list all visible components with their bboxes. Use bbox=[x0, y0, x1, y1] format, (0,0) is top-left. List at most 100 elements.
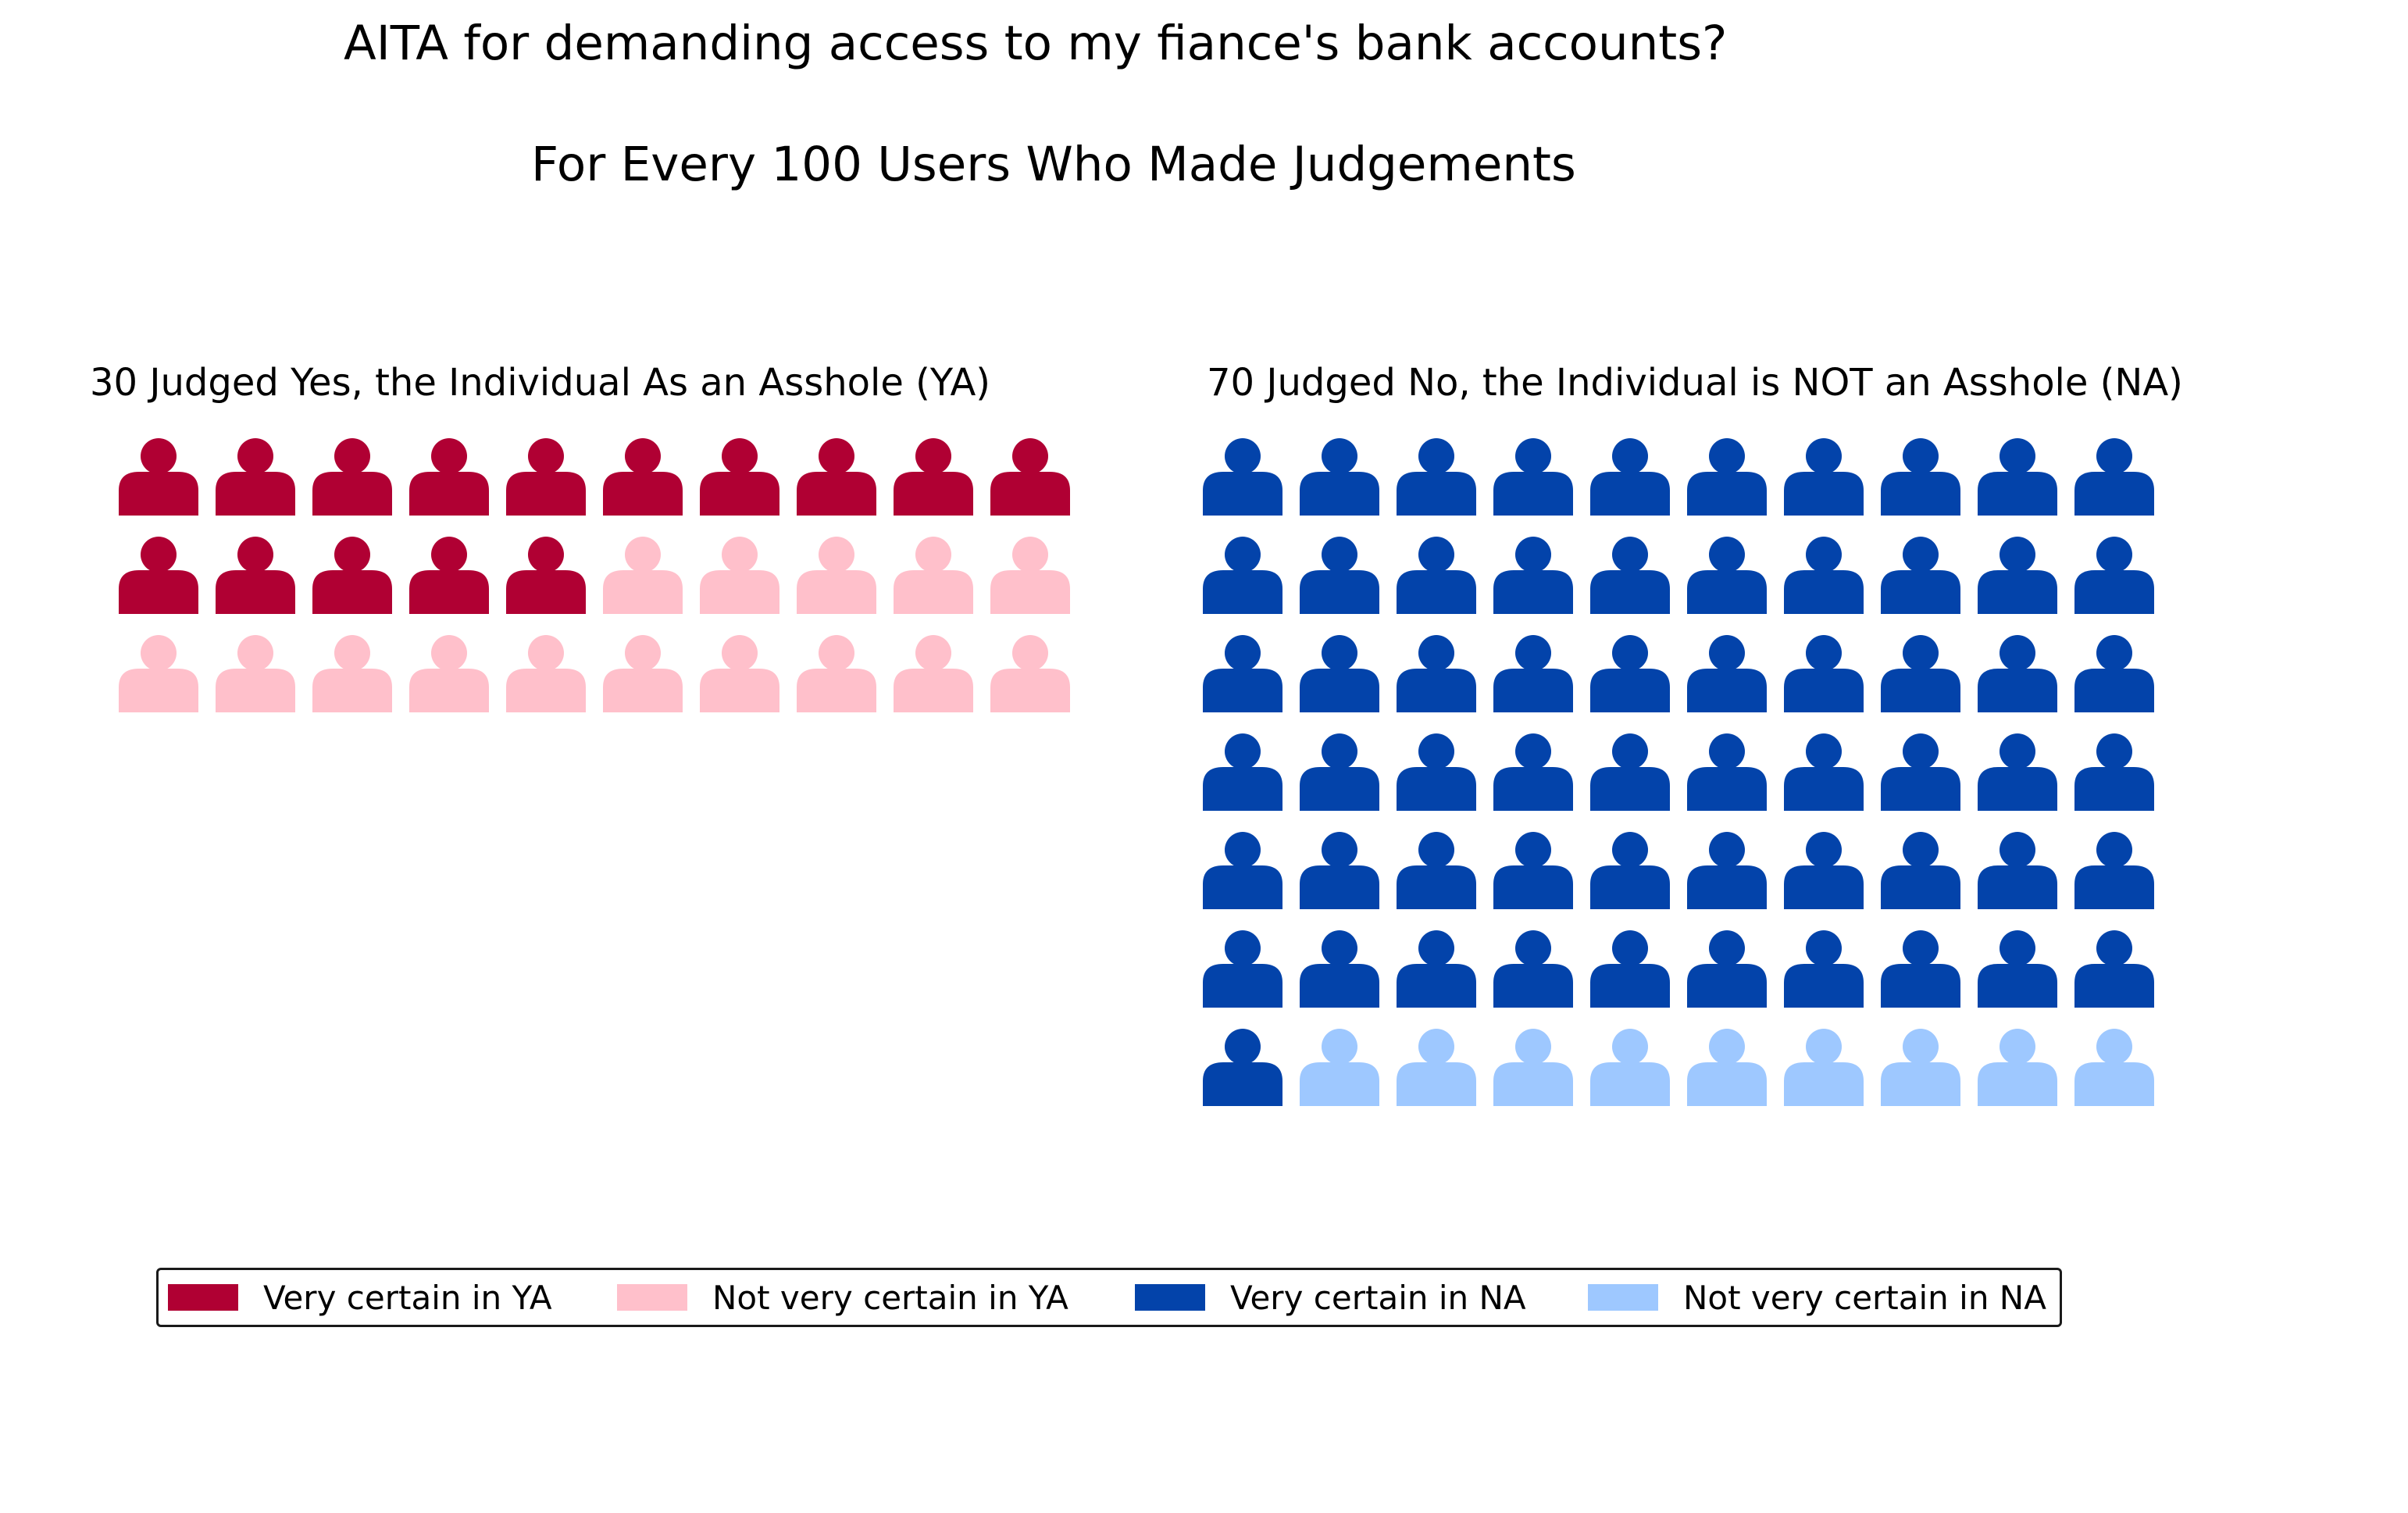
person-icon bbox=[1300, 438, 1379, 516]
person-icon bbox=[1978, 537, 2057, 614]
person-icon bbox=[1590, 438, 1670, 516]
chart-title: AITA for demanding access to my fiance's… bbox=[344, 16, 1728, 71]
legend-swatch bbox=[168, 1284, 238, 1311]
person-icon bbox=[216, 438, 295, 516]
person-icon bbox=[2074, 733, 2154, 811]
person-icon bbox=[1397, 832, 1476, 909]
person-icon bbox=[1978, 1029, 2057, 1106]
person-icon bbox=[1590, 1029, 1670, 1106]
person-icon bbox=[603, 537, 683, 614]
person-icon bbox=[1687, 537, 1767, 614]
legend-swatch bbox=[617, 1284, 687, 1311]
person-icon bbox=[2074, 832, 2154, 909]
legend-item-very-certain-ya: Very certain in YA bbox=[168, 1270, 552, 1325]
person-icon bbox=[1784, 1029, 1864, 1106]
person-icon bbox=[700, 635, 779, 712]
person-icon bbox=[506, 635, 586, 712]
person-icon bbox=[1978, 438, 2057, 516]
person-icon bbox=[1881, 832, 1960, 909]
person-icon bbox=[1784, 438, 1864, 516]
person-icon bbox=[1978, 832, 2057, 909]
person-icon bbox=[2074, 635, 2154, 712]
person-icon bbox=[1493, 438, 1573, 516]
person-icon bbox=[1687, 438, 1767, 516]
person-icon bbox=[1203, 635, 1282, 712]
person-icon bbox=[1493, 930, 1573, 1008]
person-icon bbox=[119, 537, 198, 614]
person-icon bbox=[1687, 733, 1767, 811]
person-icon bbox=[312, 635, 392, 712]
legend-item-very-certain-na: Very certain in NA bbox=[1135, 1270, 1526, 1325]
chart-legend: Very certain in YA Not very certain in Y… bbox=[156, 1268, 2062, 1327]
person-icon bbox=[1203, 1029, 1282, 1106]
person-icon bbox=[506, 537, 586, 614]
person-icon bbox=[1203, 930, 1282, 1008]
person-icon bbox=[1300, 1029, 1379, 1106]
person-icon bbox=[1397, 537, 1476, 614]
person-icon bbox=[1978, 930, 2057, 1008]
person-icon bbox=[1881, 733, 1960, 811]
chart-subtitle: For Every 100 Users Who Made Judgements bbox=[531, 137, 1576, 192]
legend-swatch bbox=[1135, 1284, 1205, 1311]
person-icon bbox=[2074, 537, 2154, 614]
person-icon bbox=[312, 438, 392, 516]
person-icon bbox=[409, 438, 489, 516]
person-icon bbox=[1300, 832, 1379, 909]
person-icon bbox=[1300, 537, 1379, 614]
person-icon bbox=[797, 537, 876, 614]
person-icon bbox=[1881, 1029, 1960, 1106]
person-icon bbox=[894, 438, 973, 516]
legend-label: Not very certain in YA bbox=[712, 1278, 1068, 1317]
person-icon bbox=[1784, 930, 1864, 1008]
person-icon bbox=[1493, 1029, 1573, 1106]
legend-label: Very certain in NA bbox=[1230, 1278, 1526, 1317]
person-icon bbox=[1881, 537, 1960, 614]
person-icon bbox=[1203, 537, 1282, 614]
person-icon bbox=[1300, 733, 1379, 811]
person-icon bbox=[119, 438, 198, 516]
person-icon bbox=[216, 537, 295, 614]
person-icon bbox=[1397, 930, 1476, 1008]
person-icon bbox=[1687, 1029, 1767, 1106]
legend-item-not-very-certain-na: Not very certain in NA bbox=[1588, 1270, 2046, 1325]
legend-label: Very certain in YA bbox=[263, 1278, 552, 1317]
person-icon bbox=[1978, 635, 2057, 712]
person-icon bbox=[1397, 1029, 1476, 1106]
person-icon bbox=[797, 635, 876, 712]
person-icon bbox=[603, 635, 683, 712]
person-icon bbox=[1300, 635, 1379, 712]
person-icon bbox=[797, 438, 876, 516]
person-icon bbox=[1881, 438, 1960, 516]
person-icon bbox=[312, 537, 392, 614]
person-icon bbox=[1590, 930, 1670, 1008]
person-icon bbox=[409, 635, 489, 712]
person-icon bbox=[1687, 832, 1767, 909]
person-icon bbox=[990, 635, 1070, 712]
person-icon bbox=[506, 438, 586, 516]
legend-item-not-very-certain-ya: Not very certain in YA bbox=[617, 1270, 1068, 1325]
person-icon bbox=[1300, 930, 1379, 1008]
person-icon bbox=[1784, 733, 1864, 811]
person-icon bbox=[990, 438, 1070, 516]
person-icon bbox=[990, 537, 1070, 614]
person-icon bbox=[2074, 1029, 2154, 1106]
na-panel-title: 70 Judged No, the Individual is NOT an A… bbox=[1207, 361, 2183, 405]
person-icon bbox=[1493, 635, 1573, 712]
person-icon bbox=[1203, 832, 1282, 909]
person-icon bbox=[1784, 832, 1864, 909]
person-icon bbox=[216, 635, 295, 712]
person-icon bbox=[119, 635, 198, 712]
person-icon bbox=[1590, 537, 1670, 614]
person-icon bbox=[1687, 635, 1767, 712]
person-icon bbox=[1203, 438, 1282, 516]
person-icon bbox=[894, 537, 973, 614]
person-icon bbox=[1397, 635, 1476, 712]
person-icon bbox=[1590, 832, 1670, 909]
person-icon bbox=[1590, 635, 1670, 712]
person-icon bbox=[700, 537, 779, 614]
person-icon bbox=[700, 438, 779, 516]
ya-panel-title: 30 Judged Yes, the Individual As an Assh… bbox=[90, 361, 991, 405]
person-icon bbox=[1203, 733, 1282, 811]
person-icon bbox=[409, 537, 489, 614]
